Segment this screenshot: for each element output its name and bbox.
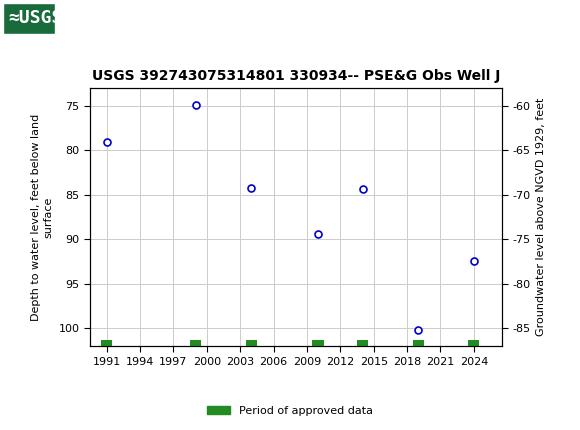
Y-axis label: Groundwater level above NGVD 1929, feet: Groundwater level above NGVD 1929, feet [536, 98, 546, 336]
Y-axis label: Depth to water level, feet below land
surface: Depth to water level, feet below land su… [31, 114, 53, 321]
Title: USGS 392743075314801 330934-- PSE&G Obs Well J: USGS 392743075314801 330934-- PSE&G Obs … [92, 69, 500, 83]
Text: ≈USGS: ≈USGS [9, 9, 63, 27]
Bar [190, 340, 201, 346]
Bar [101, 340, 112, 346]
Bar [246, 340, 257, 346]
Bar [3, 3, 55, 34]
Bar [412, 340, 424, 346]
Bar [468, 340, 480, 346]
Bar [357, 340, 368, 346]
Legend: Period of approved data: Period of approved data [203, 401, 377, 420]
Bar [313, 340, 324, 346]
